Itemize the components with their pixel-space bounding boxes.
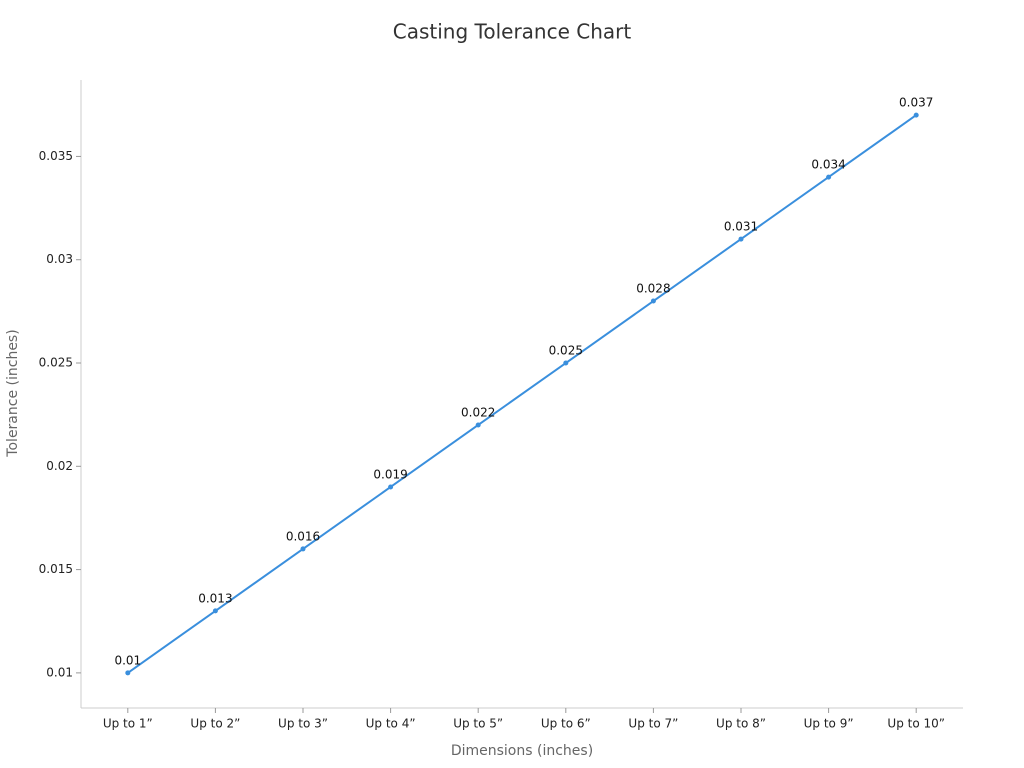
data-label: 0.022 [461,405,495,419]
x-axis-title: Dimensions (inches) [451,743,593,759]
data-label: 0.028 [636,282,670,296]
x-tick-label: Up to 8” [716,717,766,731]
data-label: 0.031 [724,220,758,234]
y-tick-label: 0.025 [39,356,73,370]
data-label: 0.013 [198,591,232,605]
line [127,114,917,674]
point [475,422,481,428]
data-label: 0.037 [899,96,933,110]
point [913,112,919,118]
point [826,174,832,180]
data-label: 0.025 [549,344,583,358]
data-label: 0.01 [114,653,141,667]
x-tick-label: Up to 1” [103,717,153,731]
data-label: 0.016 [286,529,320,543]
point [212,608,218,614]
y-tick-label: 0.03 [46,252,73,266]
x-tick-label: Up to 10” [887,717,945,731]
y-axis-title: Tolerance (inches) [5,329,21,457]
x-tick-label: Up to 2” [190,717,240,731]
point [300,546,306,552]
x-tick-label: Up to 7” [628,717,678,731]
x-tick-label: Up to 6” [541,717,591,731]
x-tick-label: Up to 3” [278,717,328,731]
point [125,670,131,676]
point [563,360,569,366]
y-tick-label: 0.02 [46,459,73,473]
point [650,298,656,304]
x-tick-label: Up to 4” [366,717,416,731]
x-tick-label: Up to 5” [453,717,503,731]
y-tick-label: 0.015 [39,562,73,576]
y-tick-label: 0.01 [46,665,73,679]
x-tick-label: Up to 9” [804,717,854,731]
y-tick-label: 0.035 [39,149,73,163]
chart-title: Casting Tolerance Chart [393,20,632,44]
data-label: 0.019 [373,467,407,481]
point [738,236,744,242]
data-label: 0.034 [811,158,845,172]
point [388,484,394,490]
